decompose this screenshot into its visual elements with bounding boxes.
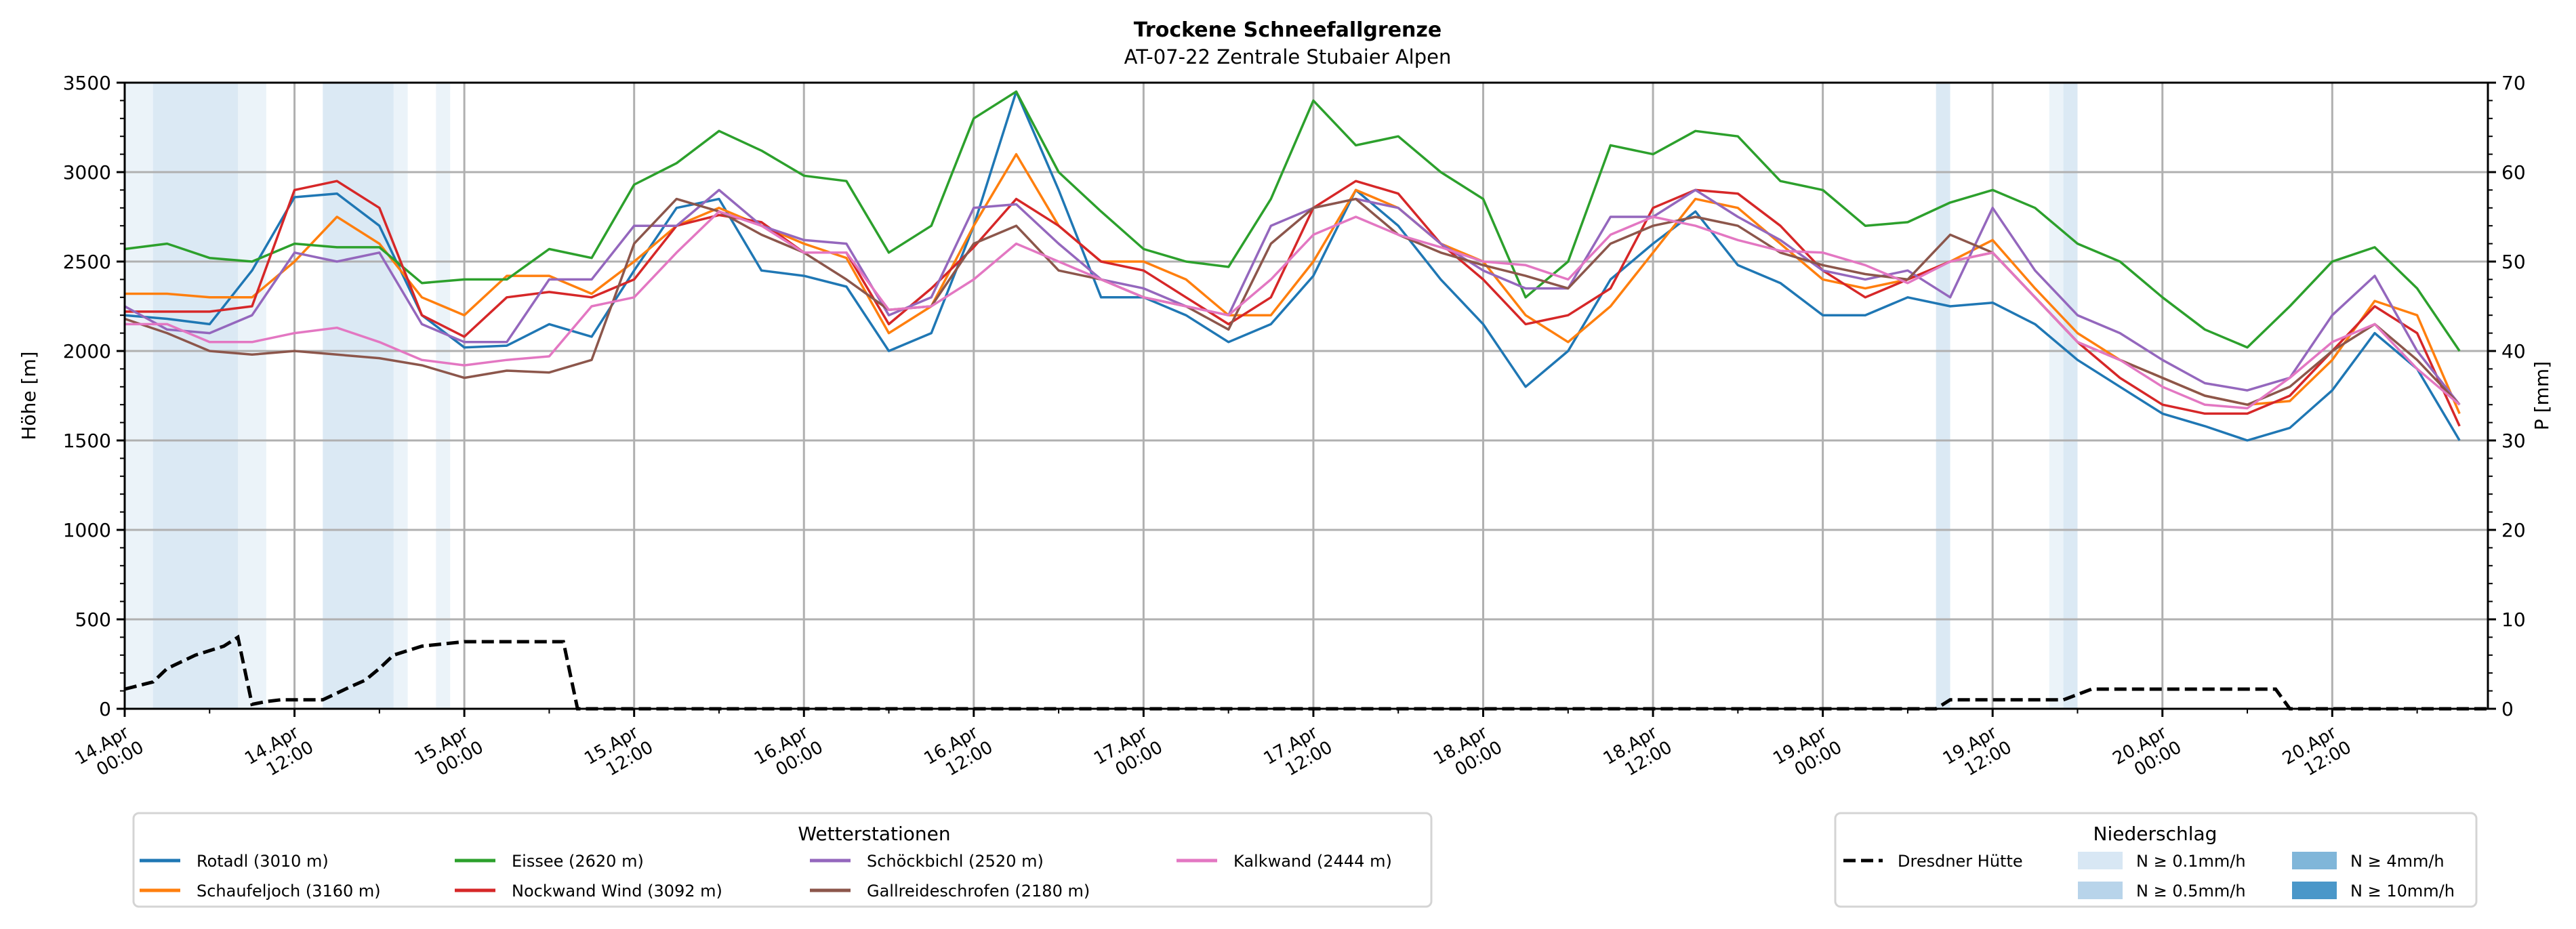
precip-band (436, 83, 451, 709)
axes: 0 500 1000 1500 2000 2500 3000 3500 0 10 20 30 40 50 6… (63, 72, 2526, 781)
y-tick-label: 1500 (63, 430, 111, 452)
y-axis-label: Höhe [m] (18, 351, 40, 440)
legend-level-swatch (2292, 852, 2337, 869)
y-tick-label: 0 (99, 698, 111, 720)
chart-subtitle: AT-07-22 Zentrale Stubaier Alpen (1124, 45, 1452, 68)
y-right-tick-label: 60 (2501, 161, 2526, 184)
legend-precip-title: Niederschlag (2093, 823, 2217, 845)
precip-band (125, 83, 153, 709)
legend-label: Eissee (2620 m) (512, 852, 644, 871)
precip-band (2049, 83, 2064, 709)
series-line (125, 210, 2461, 410)
y-right-tick-label: 0 (2501, 698, 2514, 720)
precip-band (2063, 83, 2078, 709)
legend-precip-line-label: Dresdner Hütte (1898, 852, 2023, 871)
legend-level-label: N ≥ 10mm/h (2350, 882, 2455, 901)
precip-line-group (124, 634, 2488, 711)
series-line (125, 152, 2461, 415)
y-right-tick-label: 30 (2501, 430, 2526, 452)
station-lines (124, 90, 2461, 442)
y-axis-right-label: P [mm] (2531, 361, 2553, 430)
series-line (124, 90, 2461, 352)
precip-band (323, 83, 394, 709)
legend-level-swatch (2078, 882, 2123, 899)
legend-level-label: N ≥ 0.1mm/h (2136, 852, 2246, 871)
legend-stations-title: Wetterstationen (798, 823, 950, 845)
precip-band (152, 83, 239, 709)
legend-label: Kalkwand (2444 m) (1233, 852, 1392, 871)
legend-stations-frame (132, 812, 1433, 908)
legend-level-label: N ≥ 4mm/h (2350, 852, 2445, 871)
precip-bands (125, 83, 2078, 709)
plot-frame (123, 81, 2489, 710)
precip-band (393, 83, 408, 709)
legend-label: Schaufeljoch (3160 m) (197, 882, 381, 901)
legend-label: Rotadl (3010 m) (197, 852, 329, 871)
legend-label: Gallreideschrofen (2180 m) (867, 882, 1090, 901)
legend-label: Nockwand Wind (3092 m) (512, 882, 722, 901)
legend-precip-levels: N ≥ 0.1mm/h N ≥ 0.5mm/h N ≥ 4mm/h N ≥ 10mm/… (2078, 852, 2455, 901)
y-right-tick-label: 70 (2501, 72, 2526, 94)
y-right-tick-label: 20 (2501, 519, 2526, 541)
y-tick-label: 2500 (63, 251, 111, 273)
precip-line (124, 634, 2488, 711)
y-right-tick-label: 50 (2501, 251, 2526, 273)
y-right-tick-label: 10 (2501, 608, 2526, 631)
y-tick-label: 2000 (63, 340, 111, 363)
legend-stations-items: Rotadl (3010 m) Schaufeljoch (3160 m) Eiss… (140, 852, 1392, 901)
precip-band (1936, 83, 1950, 709)
y-tick-label: 3500 (63, 72, 111, 94)
legend-stations: Wetterstationen Rotadl (3010 m) Schaufelj… (132, 812, 1433, 908)
series-line (124, 90, 2461, 442)
legend-level-swatch (2292, 882, 2337, 899)
y-right-tick-label: 40 (2501, 340, 2526, 363)
series-line (124, 188, 2461, 406)
legend-precip: Niederschlag Dresdner Hütte N ≥ 0.1mm/hN… (1834, 812, 2478, 908)
chart-title: Trockene Schneefallgrenze (1134, 18, 1442, 42)
y-tick-label: 1000 (63, 519, 111, 541)
legend-level-label: N ≥ 0.5mm/h (2136, 882, 2246, 901)
precip-band (238, 83, 266, 709)
legend-level-swatch (2078, 852, 2123, 869)
legend-label: Schöckbichl (2520 m) (867, 852, 1044, 871)
y-tick-label: 500 (75, 608, 111, 631)
y-tick-label: 3000 (63, 161, 111, 184)
